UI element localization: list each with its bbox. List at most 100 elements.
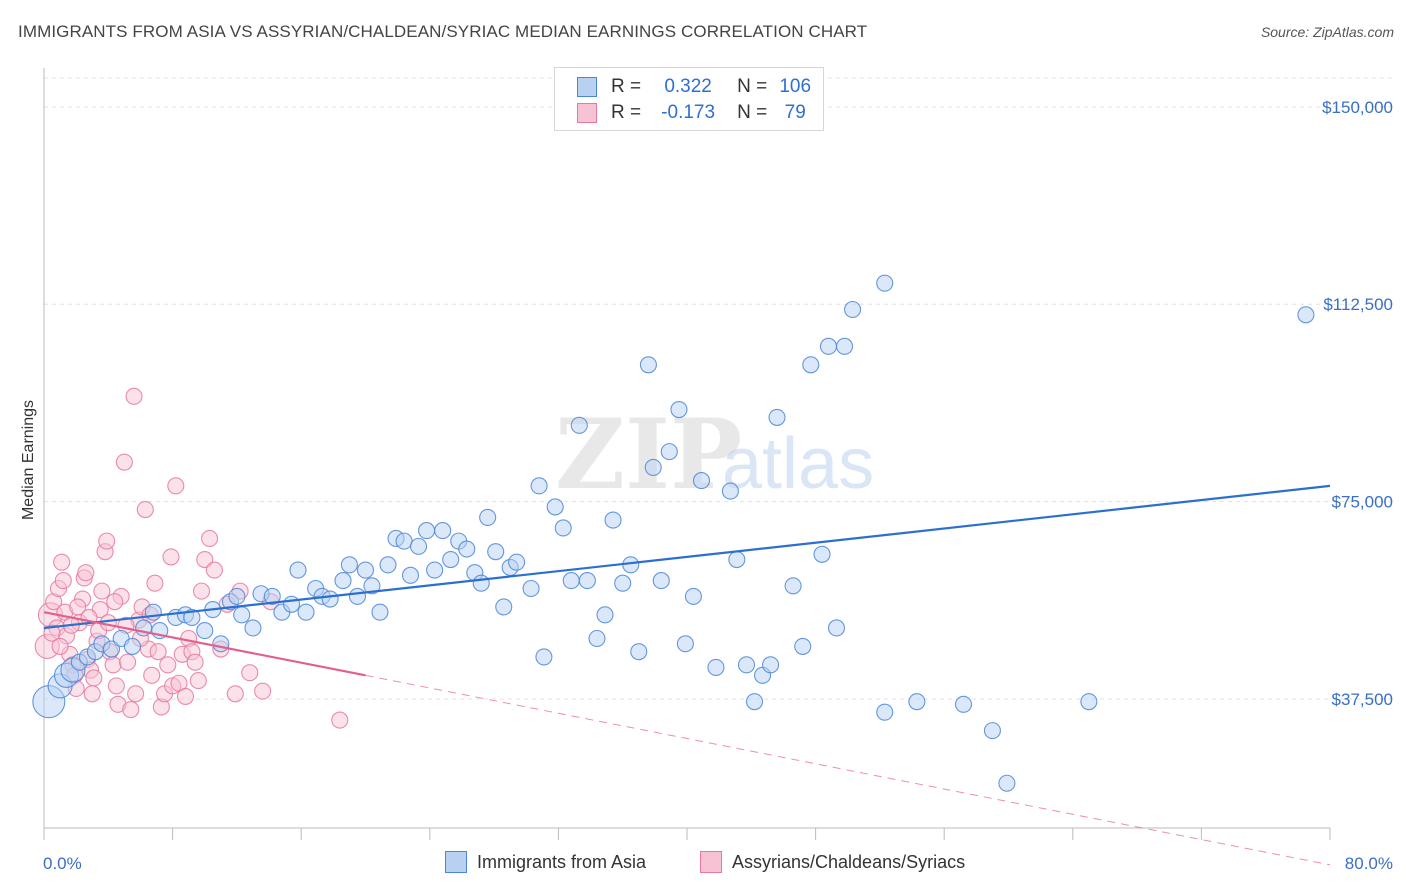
blue-point (802, 356, 820, 374)
blue-point (495, 598, 513, 616)
blue-point (472, 574, 490, 592)
pink-point (77, 564, 95, 582)
blue-point (123, 637, 141, 655)
pink-point (146, 574, 164, 592)
pink-point (83, 685, 101, 703)
pink-point (167, 477, 185, 495)
blue-point (676, 635, 694, 653)
pink-point (125, 387, 143, 405)
blue-point (334, 572, 352, 590)
blue-point (876, 274, 894, 292)
blue-point (102, 640, 121, 658)
legend-row-blue: R = 0.322 N = 106 (577, 75, 815, 99)
pink-point (201, 529, 219, 548)
pink-point (93, 582, 111, 600)
legend-row-pink: R = -0.173 N = 79 (577, 101, 815, 125)
blue-series-points (32, 274, 1315, 792)
blue-point (652, 572, 670, 590)
blue-point (283, 595, 301, 613)
y-tick-labels: $150,000 $112,500 $75,000 $37,500 (1322, 98, 1393, 709)
blue-point (530, 477, 548, 495)
pink-point (176, 687, 195, 705)
blue-point (908, 693, 926, 711)
y-tick-label: $37,500 (1332, 690, 1393, 709)
stats-legend: R = 0.322 N = 106 R = -0.173 N = 79 (554, 67, 824, 131)
pink-point (143, 666, 161, 684)
legend-swatch-blue (445, 851, 467, 873)
pink-point (136, 500, 154, 519)
blue-point (737, 656, 756, 674)
pink-point (43, 624, 61, 642)
blue-point (596, 606, 614, 624)
blue-point (508, 553, 526, 571)
blue-point (721, 482, 739, 500)
legend-r-value: -0.173 (661, 102, 716, 123)
blue-point (554, 519, 572, 537)
blue-point (487, 543, 505, 561)
blue-point (670, 400, 688, 419)
blue-point (418, 522, 436, 540)
blue-point (614, 574, 632, 592)
pink-point (149, 643, 167, 661)
pink-point (51, 637, 69, 655)
blue-point (784, 577, 802, 595)
pink-point (331, 711, 349, 729)
blue-point (196, 622, 214, 640)
pink-point (186, 653, 204, 671)
blue-point (434, 522, 452, 540)
legend-n-value: 79 (784, 102, 806, 123)
pink-point (122, 701, 140, 719)
blue-point (570, 416, 588, 434)
pink-point (226, 685, 244, 703)
blue-point (183, 608, 201, 626)
blue-point (794, 637, 812, 655)
pink-point (104, 656, 122, 674)
legend-n-label: N = (737, 76, 768, 97)
blue-point (535, 648, 553, 666)
blue-point (522, 579, 540, 598)
pink-point (127, 685, 145, 703)
legend-r-label: R = (611, 76, 642, 97)
pink-trend-line (43, 611, 366, 677)
legend-swatch-blue (577, 77, 597, 97)
blue-point (144, 603, 162, 621)
blue-point (442, 550, 460, 569)
blue-point (644, 458, 662, 476)
blue-point (340, 556, 358, 574)
chart-title: IMMIGRANTS FROM ASIA VS ASSYRIAN/CHALDEA… (18, 22, 868, 41)
y-tick-label: $150,000 (1322, 98, 1393, 117)
blue-point (479, 508, 497, 526)
watermark: ZIP atlas (555, 398, 874, 511)
trend-lines (43, 484, 1331, 866)
blue-point (363, 577, 381, 595)
blue-point (233, 606, 251, 624)
blue-point (562, 572, 580, 590)
blue-point (263, 587, 281, 605)
pink-point (107, 677, 125, 695)
blue-point (379, 556, 397, 574)
pink-point (192, 582, 211, 600)
legend-label: Immigrants from Asia (477, 851, 647, 872)
blue-point (660, 443, 678, 461)
pink-point (196, 550, 214, 569)
blue-point (297, 603, 315, 621)
x-tick-labels: 0.0% 80.0% (43, 854, 1393, 873)
pink-point (85, 669, 103, 687)
blue-point (244, 619, 262, 637)
legend-label: Assyrians/Chaldeans/Syriacs (732, 851, 966, 872)
blue-point (813, 545, 831, 563)
blue-point (639, 356, 657, 374)
legend-r-value: 0.322 (664, 76, 712, 97)
blue-point (954, 695, 973, 713)
pink-point (119, 653, 137, 671)
blue-point (321, 590, 339, 608)
blue-point (426, 561, 444, 579)
blue-point (401, 566, 420, 584)
watermark-atlas: atlas (722, 424, 874, 504)
blue-point (998, 774, 1016, 792)
blue-point (684, 587, 702, 605)
blue-point (762, 656, 780, 674)
pink-trend-extension (365, 674, 1331, 866)
blue-point (356, 561, 375, 579)
pink-point (53, 553, 71, 571)
